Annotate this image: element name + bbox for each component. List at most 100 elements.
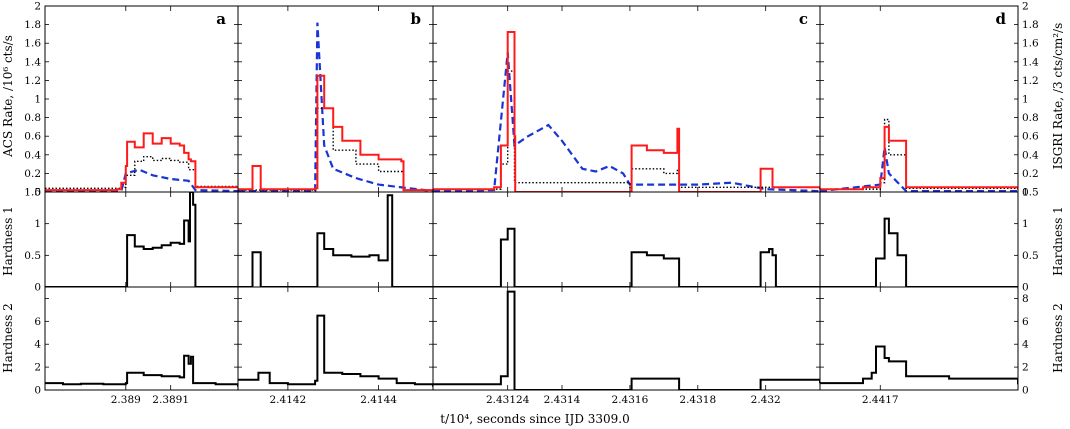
plot-area [820, 345, 1018, 385]
hardness1-series [433, 227, 820, 287]
hardness2-series [433, 290, 820, 390]
panel-frame [819, 5, 1019, 193]
y-tick-label: 0.5 [1022, 250, 1039, 262]
panel-letter-a: a [216, 10, 226, 28]
hardness1-series [238, 194, 433, 287]
isgri-rate-series [820, 147, 1018, 192]
hardness2-series [45, 354, 238, 387]
panel-frame [432, 5, 821, 193]
y-tick-label: 0.4 [24, 149, 41, 161]
panel-b: b 2.4142 2.4144 [237, 5, 434, 406]
panel-letter-c: c [799, 10, 808, 28]
plot-area [238, 22, 433, 192]
y-tick-label: 0 [34, 187, 41, 199]
panel-frame [819, 191, 1019, 288]
plot-area [238, 314, 433, 387]
panel-c-hardness2: 2.43124 2.4314 2.4316 2.4318 2.432 [432, 286, 821, 406]
y-tick-label: 1.5 [24, 187, 41, 199]
panel-d-rate: 0 0.2 0.4 0.6 0.8 1 1.2 1.4 1.6 1.8 2 d [819, 1, 1039, 199]
y-tick-label: 0.8 [24, 112, 41, 124]
plot-area [45, 354, 238, 387]
x-tick-label: 2.4144 [360, 394, 397, 406]
panel-frame [432, 191, 821, 288]
panel-d-hardness2: 0 2 4 6 8 2.4417 [819, 286, 1029, 406]
y-tick-label: 1.6 [24, 38, 41, 50]
y-tick-label: 0 [1022, 187, 1029, 199]
panel-a-rate: 0 0.2 0.4 0.6 0.8 1 1.2 1.4 1.6 1.8 2 a [24, 1, 239, 199]
component-dotted-series [45, 156, 238, 189]
x-tick-label: 2.389 [111, 394, 141, 406]
y-tick-label: 0.4 [1022, 149, 1039, 161]
y-tick-label: 2 [34, 1, 41, 13]
y-axis-title-hardness2-right: Hardness 2 [1051, 303, 1065, 373]
panel-frame [237, 286, 434, 391]
panel-b-rate: b [237, 5, 434, 193]
y-tick-label: 0 [1022, 385, 1029, 397]
panel-d: 00.20.40.60.811.21.41.61.82d00.511.50246… [819, 1, 1039, 406]
x-tick-label: 2.43124 [486, 394, 530, 406]
y-tick-label: 1.8 [1022, 19, 1039, 31]
y-tick-label: 0.5 [24, 250, 41, 262]
panel-frame [44, 286, 239, 391]
x-axis-title: t/10⁴, seconds since IJD 3309.0 [440, 412, 630, 426]
y-tick-label: 2 [34, 362, 41, 374]
plot-area [820, 118, 1018, 192]
component-dotted-series [820, 118, 1018, 190]
panel-frame [44, 5, 239, 193]
y-tick-label: 0.8 [1022, 112, 1039, 124]
plot-area [45, 192, 238, 287]
panel-grid: 00.20.40.60.811.21.41.61.82a00.511.50246… [24, 1, 1039, 407]
panel-b-hardness2: 2.4142 2.4144 [237, 286, 434, 406]
y-tick-label: 0.6 [1022, 131, 1039, 143]
plot-area [820, 217, 1018, 287]
y-axis-title-rate-left: ACS Rate, /10⁶ cts/s [1, 35, 15, 158]
panel-frame [44, 191, 239, 288]
isgri-rate-series [238, 22, 433, 192]
panel-a: 00.20.40.60.811.21.41.61.82a00.511.50246… [24, 1, 239, 406]
y-tick-label: 1.2 [24, 75, 41, 87]
y-tick-label: 4 [34, 339, 41, 351]
y-axis-title-hardness1-left: Hardness 1 [1, 206, 15, 276]
x-tick-label: 2.4316 [612, 394, 649, 406]
panel-frame [432, 286, 821, 391]
y-tick-label: 2 [1022, 362, 1029, 374]
panel-a-hardness2: 0 2 4 6 2.389 2.3891 [34, 286, 239, 406]
y-tick-label: 4 [1022, 339, 1029, 351]
panel-letter-d: d [996, 10, 1007, 28]
x-tick-label: 2.3891 [152, 394, 189, 406]
y-tick-label: 0.6 [24, 131, 41, 143]
y-tick-label: 1.8 [24, 19, 41, 31]
panel-c: c 2.43124 2.4314 2.4316 2.4318 2.432 [432, 5, 821, 406]
panel-letter-b: b [411, 10, 422, 28]
plot-area [45, 132, 238, 192]
isgri-rate-series [433, 52, 820, 192]
plot-area [433, 31, 820, 192]
hardness1-series [45, 192, 238, 287]
hardness2-series [820, 345, 1018, 385]
panel-d-hardness1: 0 0.5 1 1.5 [819, 187, 1039, 294]
y-axis-title-hardness1-right: Hardness 1 [1051, 206, 1065, 276]
y-tick-label: 6 [1022, 316, 1029, 328]
y-tick-label: 1 [34, 94, 41, 106]
component-dotted-series [238, 107, 433, 191]
plot-area [238, 194, 433, 287]
y-tick-label: 1.2 [1022, 75, 1039, 87]
y-tick-label: 1.4 [1022, 56, 1039, 68]
y-tick-label: 1.6 [1022, 38, 1039, 50]
panel-c-rate: c [432, 5, 821, 193]
panel-frame [237, 191, 434, 288]
y-tick-label: 0 [34, 282, 41, 294]
panel-b-hardness1 [237, 191, 434, 288]
acs-rate-series [238, 74, 433, 192]
y-tick-label: 0.2 [1022, 168, 1039, 180]
isgri-rate-series [45, 168, 238, 192]
x-tick-label: 2.4318 [679, 394, 716, 406]
y-tick-label: 0 [1022, 282, 1029, 294]
acs-rate-series [45, 132, 238, 192]
acs-rate-series [433, 31, 820, 192]
plot-area [433, 290, 820, 390]
y-axis-title-hardness2-left: Hardness 2 [1, 303, 15, 373]
y-tick-label: 2 [1022, 1, 1029, 13]
panel-a-hardness1: 0 0.5 1 1.5 [24, 187, 239, 294]
